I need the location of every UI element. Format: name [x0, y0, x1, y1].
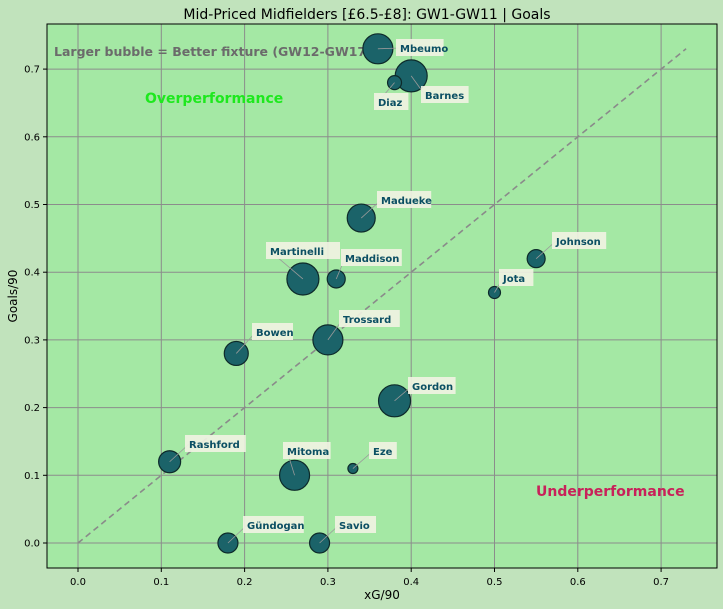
point-label: Bowen — [256, 328, 294, 339]
point-label: Madueke — [381, 196, 432, 207]
y-tick-label: 0.7 — [24, 65, 40, 76]
y-tick-label: 0.4 — [24, 268, 40, 279]
data-point: Mitoma — [278, 442, 331, 491]
data-point: Eze — [347, 442, 397, 475]
y-tick-label: 0.0 — [24, 539, 40, 550]
plot-frame — [46, 23, 718, 569]
data-point: Jota — [487, 269, 534, 300]
data-point: Rashford — [158, 435, 246, 474]
point-label: Gündogan — [247, 521, 305, 532]
y-axis-label: Goals/90 — [6, 270, 20, 323]
x-tick-label: 0.1 — [153, 577, 169, 588]
point-label: Diaz — [378, 98, 402, 109]
bubble-size-note: Larger bubble = Better fixture (GW12-GW1… — [54, 44, 372, 59]
point-label: Johnson — [555, 237, 601, 248]
x-axis-label: xG/90 — [364, 588, 400, 602]
x-tick-label: 0.0 — [70, 577, 86, 588]
y-tick-label: 0.2 — [24, 403, 40, 414]
point-label: Maddison — [345, 254, 399, 265]
data-point: Gordon — [377, 377, 456, 418]
chart-title: Mid-Priced Midfielders [£6.5-£8]: GW1-GW… — [183, 7, 550, 23]
point-label: Barnes — [425, 91, 464, 102]
data-point: Madueke — [346, 191, 432, 233]
underperformance-label: Underperformance — [536, 484, 685, 500]
data-points: Mbeumo Barnes Diaz Madueke Martinelli Maddiso… — [158, 33, 607, 554]
x-tick-label: 0.5 — [487, 577, 503, 588]
data-point: Martinelli — [266, 242, 340, 296]
data-point: Bowen — [223, 323, 294, 367]
data-point: Diaz — [374, 75, 409, 110]
point-label: Mbeumo — [400, 44, 448, 55]
y-tick-label: 0.5 — [24, 200, 40, 211]
x-tick-label: 0.3 — [320, 577, 336, 588]
data-point: Trossard — [312, 310, 400, 356]
point-label: Savio — [339, 521, 370, 532]
point-label: Eze — [373, 447, 393, 458]
data-point: Barnes — [394, 59, 469, 103]
overperformance-label: Overperformance — [145, 91, 283, 107]
point-label: Gordon — [412, 382, 453, 393]
data-point: Gündogan — [217, 516, 305, 554]
point-label: Rashford — [189, 440, 240, 451]
y-tick-label: 0.3 — [24, 335, 40, 346]
y-tick-label: 0.6 — [24, 132, 40, 143]
x-tick-label: 0.7 — [653, 577, 669, 588]
x-tick-label: 0.2 — [237, 577, 253, 588]
data-point: Mbeumo — [362, 33, 448, 65]
point-label: Mitoma — [287, 447, 329, 458]
x-tick-label: 0.4 — [403, 577, 419, 588]
point-label: Trossard — [343, 315, 391, 326]
point-label: Martinelli — [270, 247, 324, 258]
point-label: Jota — [502, 274, 525, 285]
data-point: Maddison — [326, 249, 402, 289]
data-point: Johnson — [526, 232, 607, 269]
x-tick-label: 0.6 — [570, 577, 586, 588]
y-tick-label: 0.1 — [24, 471, 40, 482]
axis-ticks: 0.0 0.1 0.2 0.3 0.4 0.5 0.6 0.7 0.0 0.1 0.2 0.3 0.4 0… — [24, 65, 669, 588]
data-point: Savio — [308, 516, 376, 554]
